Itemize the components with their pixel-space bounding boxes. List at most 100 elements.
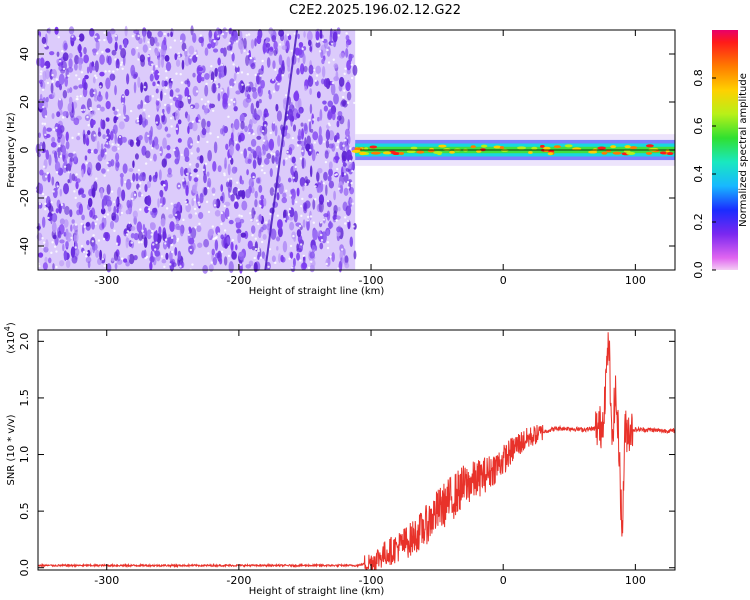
spectrogram-noise-gap: [117, 143, 120, 146]
spectrogram-noise-gap: [292, 234, 295, 238]
spectrogram-noise-blob: [326, 210, 331, 221]
spectrogram-noise-gap: [300, 214, 303, 218]
spectrogram-noise-gap: [217, 35, 220, 38]
spectrogram-noise-blob: [273, 40, 278, 50]
spectrogram-noise-gap: [287, 213, 291, 216]
spectrogram-noise-gap: [52, 190, 55, 193]
spectrogram-noise-blob: [44, 100, 49, 110]
spectrogram-noise-blob: [345, 41, 349, 48]
colorbar-tick-label: 0.8: [692, 69, 705, 87]
spectrogram-noise-blob: [174, 99, 181, 108]
spectrogram-noise-blob: [82, 224, 85, 235]
spectrogram-noise-gap: [336, 267, 340, 270]
spectrogram-noise-gap: [112, 70, 115, 73]
spectrogram-noise-gap: [332, 58, 335, 61]
spectrogram-noise-gap: [151, 63, 154, 66]
spectrogram-noise-blob: [56, 111, 61, 118]
spectrogram-noise-gap: [253, 60, 256, 63]
spectrogram-noise-gap: [104, 152, 108, 155]
spectrogram-noise-blob: [239, 113, 245, 123]
spectrogram-noise-gap: [120, 61, 124, 64]
spectrogram-noise-blob: [36, 225, 41, 230]
spectrogram-noise-gap: [94, 35, 97, 38]
spectrogram-noise-blob: [296, 187, 300, 197]
spectrogram-noise-gap: [235, 141, 238, 144]
spectrogram-noise-blob: [225, 143, 229, 150]
spectrogram-noise-gap: [87, 124, 90, 127]
spectrogram-noise-blob: [240, 180, 244, 185]
spectrogram-noise-blob: [224, 242, 228, 249]
spectrogram-noise-gap: [348, 159, 352, 163]
spectrogram-noise-gap: [260, 169, 264, 172]
spectrogram-noise-blob: [268, 138, 275, 151]
spectrogram-noise-blob: [245, 264, 252, 269]
spectrogram-noise-gap: [76, 95, 79, 98]
spectrogram-noise-gap: [206, 140, 209, 144]
spectrogram-noise-blob: [214, 67, 218, 77]
spectrogram-noise-blob: [114, 133, 118, 145]
spectrogram-noise-gap: [211, 109, 215, 112]
spectrogram-noise-gap: [231, 238, 235, 242]
spectrogram-noise-gap: [248, 131, 251, 135]
spectrogram-noise-blob: [345, 81, 351, 92]
spectrogram-noise-blob: [223, 65, 227, 76]
spectrogram-noise-gap: [291, 136, 295, 140]
spectrogram-noise-blob: [50, 141, 57, 148]
spectrogram-noise-gap: [67, 170, 70, 174]
spectrogram-noise-gap: [97, 107, 100, 111]
spectrogram-noise-blob: [150, 250, 153, 263]
spectrogram-noise-gap: [315, 74, 319, 77]
spectrogram-noise-blob: [177, 150, 181, 162]
spectrogram-noise-blob: [191, 242, 196, 251]
spectrogram-noise-gap: [186, 172, 189, 176]
spectrogram-noise-blob: [69, 209, 73, 218]
spectrogram-noise-gap: [43, 65, 47, 68]
spectrogram-noise-blob: [319, 242, 324, 250]
spectrogram-noise-gap: [343, 222, 347, 225]
spectrogram-noise-blob: [207, 149, 212, 162]
spectrogram-noise-gap: [170, 244, 174, 247]
spectrogram-noise-blob: [297, 33, 300, 40]
spectrogram-noise-blob: [288, 216, 294, 221]
spectrogram-noise-gap: [137, 58, 140, 61]
spectrogram-noise-blob: [342, 162, 347, 167]
spectrogram-noise-gap: [130, 180, 133, 183]
spectrogram-noise-blob: [81, 214, 85, 221]
spectrogram-noise-gap: [44, 115, 48, 118]
spectrogram-noise-blob: [322, 100, 327, 105]
spectrogram-noise-gap: [169, 263, 172, 266]
spectrogram-noise-gap: [269, 212, 272, 216]
spectrogram-x-tick-label: -300: [94, 274, 119, 287]
spectrogram-noise-blob: [240, 120, 245, 130]
spectrogram-noise-blob: [197, 66, 204, 72]
spectrogram-noise-gap: [106, 169, 110, 172]
spectrogram-y-tick-label: -20: [18, 189, 31, 207]
spectrogram-noise-blob: [116, 207, 119, 214]
spectrogram-noise-blob: [287, 108, 294, 121]
spectrogram-band-peak: [438, 144, 447, 148]
spectrogram-noise-blob: [133, 216, 137, 225]
spectrogram-noise-blob: [152, 64, 156, 75]
spectrogram-noise-gap: [288, 257, 291, 260]
spectrogram-noise-gap: [78, 77, 81, 81]
spectrogram-noise-gap: [210, 261, 213, 264]
spectrogram-noise-blob: [281, 197, 288, 204]
spectrogram-noise-blob: [339, 250, 344, 261]
spectrogram-noise-gap: [194, 212, 198, 215]
spectrogram-noise-blob: [252, 90, 258, 100]
spectrogram-noise-blob: [118, 207, 122, 217]
spectrogram-noise-gap: [245, 34, 248, 37]
spectrogram-noise-blob: [152, 81, 156, 87]
spectrogram-noise-blob: [282, 240, 288, 253]
spectrogram-noise-blob: [194, 102, 200, 110]
spectrogram-noise-blob: [208, 31, 212, 43]
spectrogram-noise-blob: [146, 195, 152, 207]
spectrogram-noise-blob: [166, 173, 173, 178]
spectrogram-noise-gap: [174, 213, 178, 217]
spectrogram-noise-gap: [227, 178, 230, 181]
spectrogram-noise-gap: [230, 98, 233, 102]
spectrogram-y-tick-label: 20: [18, 95, 31, 109]
spectrogram-noise-gap: [150, 233, 153, 236]
spectrogram-noise-gap: [268, 247, 272, 251]
spectrogram-noise-blob: [315, 41, 321, 48]
